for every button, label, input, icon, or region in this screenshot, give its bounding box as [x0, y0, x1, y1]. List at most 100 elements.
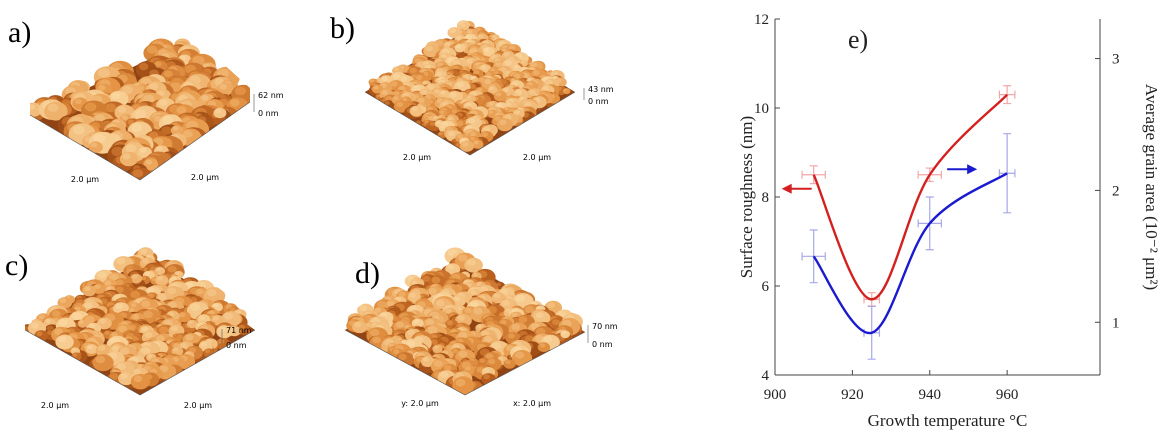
- grain-highlight: [157, 276, 163, 281]
- grain-highlight: [426, 46, 433, 52]
- grain-highlight: [145, 272, 150, 276]
- grain-highlight: [536, 312, 544, 318]
- grain-highlight: [38, 314, 44, 319]
- afm-images: a)62 nm0 nm2.0 µm2.0 µmb)43 nm0 nm2.0 µm…: [5, 12, 618, 410]
- grain-highlight: [474, 70, 479, 74]
- grain-highlight: [213, 316, 219, 321]
- grain-highlight: [481, 65, 486, 69]
- z-max-label: 71 nm: [226, 326, 252, 335]
- grain-highlight: [396, 322, 404, 328]
- grain-highlight: [505, 60, 512, 66]
- grain-highlight: [515, 352, 524, 359]
- grain-highlight: [181, 343, 188, 349]
- grain-highlight: [428, 326, 438, 334]
- y-size-label: 2.0 µm: [41, 401, 69, 410]
- z-min-label: 0 nm: [592, 340, 613, 349]
- chart: 4681012123900920940960e)Growth temperatu…: [737, 12, 1161, 430]
- grain-highlight: [394, 67, 399, 71]
- grain-highlight: [27, 104, 35, 110]
- grain-highlight: [72, 312, 82, 320]
- grain-highlight: [220, 84, 227, 90]
- grain-highlight: [448, 131, 455, 136]
- grain-highlight: [461, 24, 465, 27]
- grain-highlight: [484, 48, 490, 52]
- grain-highlight: [72, 348, 76, 351]
- grain-highlight: [131, 303, 136, 307]
- grain-highlight: [58, 336, 66, 342]
- panel-label: b): [330, 12, 355, 45]
- grain-highlight: [105, 280, 112, 285]
- grain-highlight: [410, 293, 416, 298]
- grain-highlight: [458, 254, 467, 261]
- z-min-label: 0 nm: [226, 341, 247, 350]
- y2-axis-title: Average grain area (10⁻² μm²): [1142, 84, 1161, 290]
- grain-highlight: [456, 45, 461, 49]
- grain-highlight: [452, 109, 458, 113]
- grain-highlight: [540, 343, 546, 347]
- grain-highlight: [564, 89, 567, 92]
- grain-highlight: [398, 354, 406, 361]
- grain-highlight: [437, 72, 443, 76]
- grain-highlight: [433, 116, 437, 119]
- grain-highlight: [494, 293, 500, 298]
- grain-highlight: [98, 85, 105, 91]
- grain-highlight: [96, 356, 106, 363]
- grain-highlight: [477, 324, 482, 328]
- x-size-label: 2.0 µm: [184, 401, 212, 410]
- grain-highlight: [171, 326, 178, 332]
- x-axis-title: Growth temperature °C: [868, 411, 1028, 430]
- grain-highlight: [482, 132, 488, 137]
- grain-highlight: [502, 300, 510, 306]
- grain-highlight: [46, 319, 51, 323]
- arrow-left-head: [782, 184, 792, 194]
- grain-highlight: [173, 348, 178, 352]
- grain-highlight: [148, 354, 153, 358]
- grain-highlight: [467, 30, 473, 34]
- grain-highlight: [470, 290, 476, 295]
- grain-highlight: [140, 249, 147, 255]
- grain-highlight: [112, 92, 121, 99]
- grain-highlight: [394, 91, 400, 96]
- grain-highlight: [467, 259, 475, 266]
- grain-highlight: [525, 75, 528, 78]
- grain-highlight: [125, 144, 136, 152]
- grain-highlight: [426, 319, 434, 325]
- grain-highlight: [116, 303, 123, 309]
- x-tick-label: 940: [919, 387, 942, 403]
- grain-highlight: [98, 345, 105, 351]
- grain-highlight: [107, 287, 112, 291]
- grain-highlight: [199, 315, 205, 320]
- grain-highlight: [218, 339, 224, 344]
- panel-label: c): [5, 249, 28, 282]
- grain-highlight: [394, 349, 400, 354]
- grain-highlight: [122, 115, 128, 120]
- grain-highlight: [414, 319, 419, 323]
- grain-highlight: [512, 324, 521, 331]
- grain-highlight: [400, 76, 407, 82]
- grain-highlight: [421, 90, 427, 95]
- grain-highlight: [416, 75, 422, 80]
- grain-highlight: [434, 360, 443, 367]
- afm-surface: [345, 248, 585, 396]
- grain-highlight: [134, 110, 146, 119]
- grain-highlight: [434, 89, 439, 93]
- grain-highlight: [143, 311, 153, 319]
- grain-highlight: [123, 153, 131, 159]
- x-tick-label: 920: [841, 387, 864, 403]
- grain-highlight: [134, 375, 143, 382]
- grain-highlight: [515, 295, 525, 302]
- grain-highlight: [147, 46, 158, 54]
- grain-highlight: [448, 118, 451, 121]
- grain-highlight: [213, 304, 218, 308]
- x-size-label: 2.0 µm: [523, 153, 551, 162]
- grain-highlight: [374, 85, 379, 89]
- grain-highlight: [190, 303, 200, 311]
- grain-highlight: [470, 137, 475, 141]
- grain-highlight: [132, 314, 139, 319]
- grain-highlight: [189, 321, 194, 325]
- grain-highlight: [492, 342, 501, 349]
- x-size-label: 2.0 µm: [191, 173, 219, 182]
- y-size-label: 2.0 µm: [71, 175, 99, 184]
- grain-highlight: [59, 319, 68, 326]
- grain-highlight: [444, 365, 451, 370]
